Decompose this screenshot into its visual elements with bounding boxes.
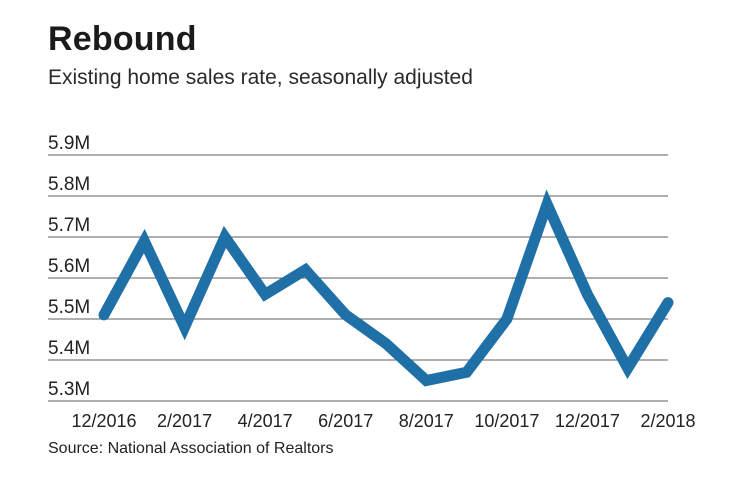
x-tick-label: 12/2016 — [71, 411, 136, 431]
x-tick-label: 10/2017 — [474, 411, 539, 431]
data-point — [586, 293, 588, 295]
data-point — [425, 380, 427, 381]
y-tick-label: 5.4M — [48, 338, 90, 359]
data-point — [546, 203, 548, 205]
series-layer — [98, 189, 674, 387]
y-tick-label: 5.6M — [48, 256, 90, 277]
x-tick-label: 2/2018 — [640, 411, 695, 431]
y-tick-label: 5.9M — [48, 133, 90, 154]
series-line — [98, 189, 674, 387]
data-point — [184, 326, 186, 328]
data-point — [264, 293, 266, 295]
gridlines — [48, 154, 668, 402]
data-point — [385, 343, 387, 345]
x-tick-label: 2/2017 — [157, 411, 212, 431]
data-point — [506, 318, 508, 320]
x-tick-label: 6/2017 — [318, 411, 373, 431]
data-point — [224, 236, 226, 238]
y-tick-label: 5.3M — [48, 379, 90, 400]
y-tick-label: 5.5M — [48, 297, 90, 318]
y-tick-label: 5.8M — [48, 174, 90, 195]
x-axis: 12/2016 2/2017 4/2017 6/2017 8/2017 10/2017 12… — [71, 411, 695, 431]
x-tick-label: 12/2017 — [555, 411, 620, 431]
data-point — [304, 269, 306, 271]
y-tick-label: 5.7M — [48, 215, 90, 236]
x-tick-label: 4/2017 — [238, 411, 293, 431]
source-note: Source: National Association of Realtors — [48, 440, 334, 457]
data-point — [143, 240, 145, 242]
y-axis: 5.3M 5.4M 5.5M 5.6M 5.7M 5.8M 5.9M — [48, 133, 90, 400]
chart-title: Rebound — [48, 20, 197, 58]
data-point — [345, 314, 347, 316]
data-point — [667, 302, 669, 304]
data-point — [627, 367, 629, 369]
chart-subtitle: Existing home sales rate, seasonally adj… — [48, 66, 473, 89]
data-point — [103, 314, 105, 316]
data-point — [466, 371, 468, 373]
x-tick-label: 8/2017 — [399, 411, 454, 431]
